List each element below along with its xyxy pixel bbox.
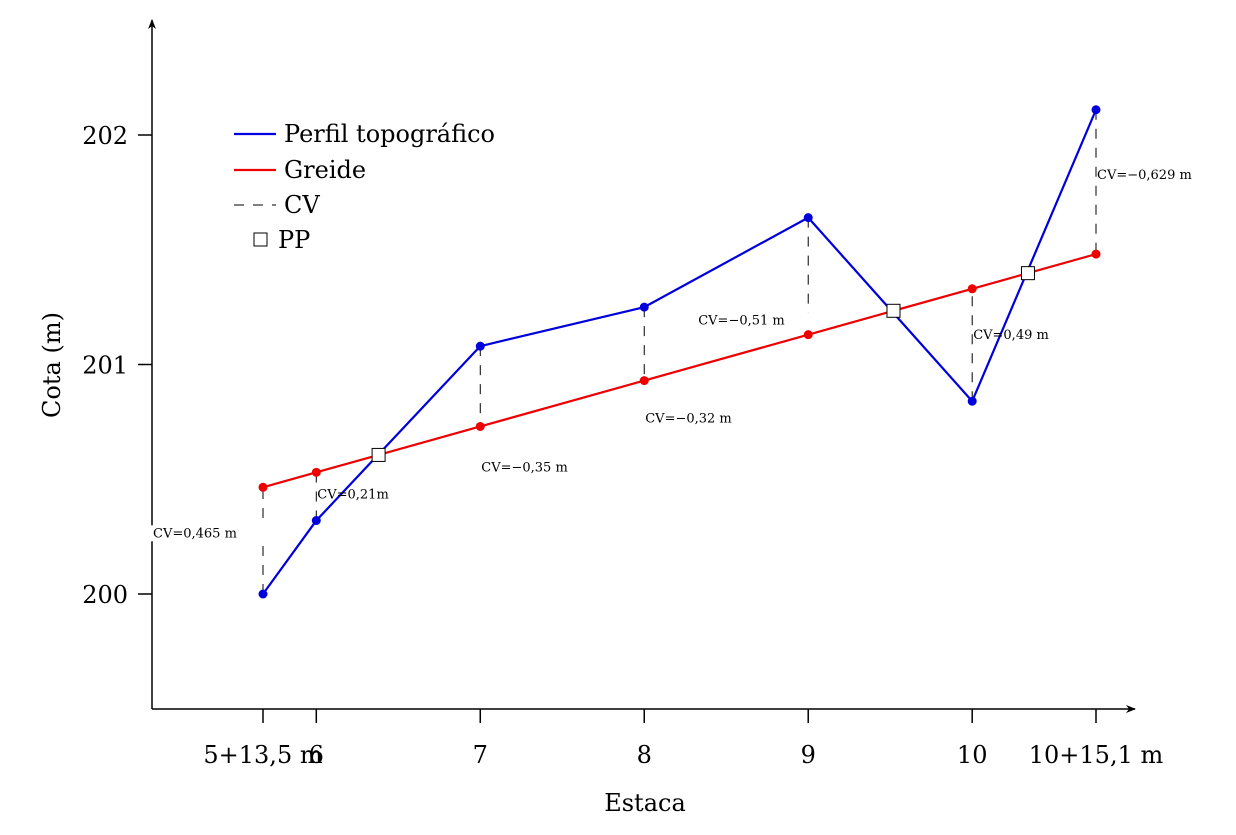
x-tick-label: 7 bbox=[473, 741, 488, 769]
pp-marker bbox=[371, 447, 386, 462]
perfil-point bbox=[639, 302, 649, 312]
y-ticks: 200 201 202 bbox=[82, 122, 152, 609]
x-tick-label: 10+15,1 m bbox=[1029, 741, 1164, 769]
greide-point bbox=[258, 482, 268, 492]
x-axis-label: Estaca bbox=[604, 789, 686, 817]
legend-label-cv: CV bbox=[284, 191, 320, 219]
greide-point bbox=[1091, 249, 1101, 259]
x-tick-label: 6 bbox=[309, 741, 324, 769]
greide-point bbox=[311, 467, 321, 477]
series-points bbox=[258, 105, 1101, 599]
perfil-point bbox=[475, 341, 485, 351]
x-tick-label: 9 bbox=[801, 741, 816, 769]
legend-label-greide: Greide bbox=[284, 156, 366, 184]
perfil-point bbox=[967, 396, 977, 406]
greide-point bbox=[639, 376, 649, 386]
legend-swatch-pp bbox=[253, 232, 268, 247]
perfil-point bbox=[258, 589, 268, 599]
cv-label: CV=0,49 m bbox=[973, 328, 1049, 343]
y-tick-label: 201 bbox=[82, 352, 128, 380]
perfil-point bbox=[1091, 105, 1101, 115]
perfil-point bbox=[803, 213, 813, 223]
x-tick-label: 10 bbox=[957, 741, 988, 769]
y-axis-label: Cota (m) bbox=[38, 312, 66, 418]
pp-marker bbox=[1020, 266, 1035, 281]
greide-point bbox=[967, 284, 977, 294]
pp-marker bbox=[886, 303, 901, 318]
cv-label: CV=−0,51 m bbox=[698, 314, 785, 329]
perfil-point bbox=[311, 516, 321, 526]
cv-label-bg bbox=[695, 312, 812, 329]
series-lines bbox=[262, 109, 1098, 595]
x-tick-label: 5+13,5 m bbox=[203, 741, 322, 769]
cv-label: CV=−0,35 m bbox=[481, 460, 568, 475]
legend: Perfil topográfico Greide CV PP bbox=[234, 120, 495, 254]
greide-point bbox=[803, 330, 813, 340]
perfil-line bbox=[262, 109, 1098, 595]
legend-label-pp: PP bbox=[278, 226, 310, 254]
cv-labels: CV=0,465 m CV=0,21m CV=−0,35 m CV=−0,32 m CV… bbox=[150, 168, 1192, 542]
y-tick-label: 202 bbox=[82, 122, 128, 150]
x-ticks: 5+13,5 m6 7 8 9 10 10+15,1 m bbox=[203, 709, 1163, 769]
cv-label: CV=0,465 m bbox=[153, 526, 237, 541]
pp-markers bbox=[371, 266, 1035, 462]
cv-lines bbox=[262, 109, 1097, 594]
legend-label-perfil: Perfil topográfico bbox=[284, 120, 495, 148]
greide-point bbox=[475, 421, 485, 431]
x-tick-label: 8 bbox=[637, 741, 652, 769]
cv-label: CV=0,21m bbox=[317, 487, 389, 502]
y-tick-label: 200 bbox=[82, 581, 128, 609]
cv-label-bg bbox=[150, 525, 266, 542]
cv-label: CV=−0,32 m bbox=[645, 412, 732, 427]
cv-label: CV=−0,629 m bbox=[1097, 168, 1192, 183]
